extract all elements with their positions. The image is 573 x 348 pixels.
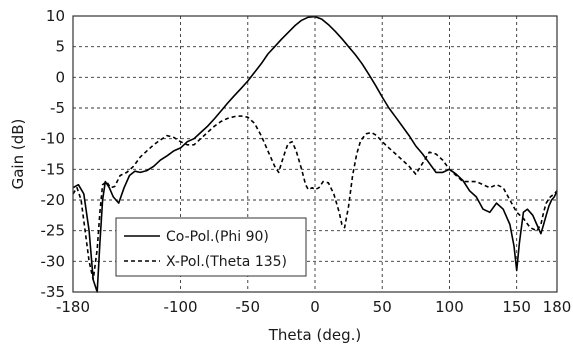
y-tick-label: -10 [41, 130, 66, 148]
legend-label-x-pol: X-Pol.(Theta 135) [166, 254, 287, 270]
x-tick-label: 0 [310, 298, 320, 316]
y-tick-label: 10 [46, 7, 65, 25]
y-axis-label: Gain (dB) [9, 119, 27, 190]
y-tick-label: 5 [55, 38, 65, 56]
legend: Co-Pol.(Phi 90) X-Pol.(Theta 135) [115, 217, 307, 277]
y-tick-label: 0 [55, 68, 65, 86]
x-tick-label: -100 [164, 298, 198, 316]
y-tick-label: -25 [41, 222, 66, 240]
x-tick-label: 180 [543, 298, 572, 316]
tick-labels: -180 -100 -50 0 50 100 150 1801050-5-10-15-20-2… [41, 7, 572, 316]
co-pol-series-line [72, 15, 558, 293]
x-axis-label: Theta (deg.) [268, 326, 361, 344]
x-tick-label: 100 [435, 298, 464, 316]
series-lines [72, 15, 558, 293]
x-tick-label: -50 [236, 298, 261, 316]
legend-label-co-pol: Co-Pol.(Phi 90) [166, 229, 269, 245]
y-tick-label: -5 [50, 99, 65, 117]
y-tick-label: -35 [41, 283, 66, 301]
legend-box [115, 217, 307, 277]
x-tick-label: -180 [56, 298, 90, 316]
plot-frame [72, 15, 558, 293]
y-tick-label: -20 [41, 191, 66, 209]
y-tick-label: -30 [41, 252, 66, 270]
x-tick-label: 150 [502, 298, 531, 316]
y-tick-label: -15 [41, 160, 66, 178]
x-tick-label: 50 [373, 298, 392, 316]
x-pol-series-line [72, 115, 558, 281]
